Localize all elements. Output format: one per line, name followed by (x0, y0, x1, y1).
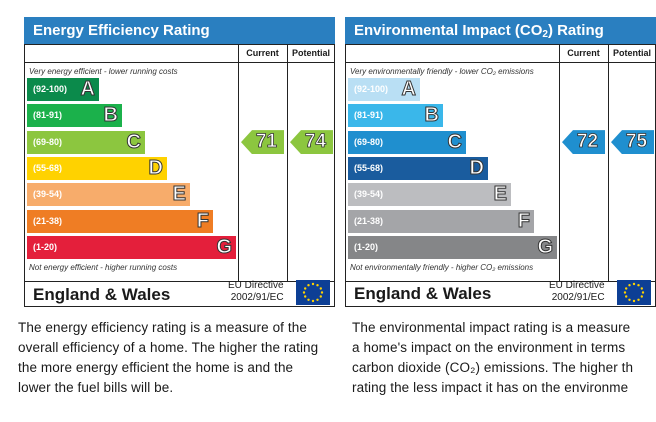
column-divider (559, 44, 560, 281)
header-divider (345, 62, 656, 63)
bottom-caption: Not environmentally friendly - higher CO… (350, 263, 534, 272)
potential-rating-arrow: 74 (290, 130, 333, 155)
rating-band-d: (55-68) D (27, 156, 167, 180)
rating-band-a: (92-100) A (348, 78, 420, 101)
current-column-header: Current (246, 48, 279, 58)
footer-divider (345, 281, 656, 282)
rating-band-c: (69-80) C (27, 130, 145, 154)
band-range-label: (69-80) (33, 136, 63, 147)
eu-directive-line1: EU Directive (549, 280, 605, 291)
description-line: overall efficiency of a home. The higher… (18, 340, 319, 355)
header-divider (24, 62, 335, 63)
band-letter: D (469, 156, 484, 179)
description-line: the more energy efficient the home is an… (18, 360, 294, 375)
band-letter: E (493, 183, 507, 206)
band-letter: B (424, 104, 439, 127)
current-rating-value: 71 (255, 131, 278, 153)
description-line: a home's impact on the environment in te… (352, 340, 626, 355)
band-range-label: (39-54) (354, 189, 384, 200)
band-range-label: (92-100) (33, 84, 68, 94)
environmental-impact-panel: Environmental Impact (CO2) Rating Curren… (345, 17, 656, 307)
band-letter: F (517, 209, 530, 232)
eu-directive-line1: EU Directive (228, 280, 284, 291)
current-rating-value: 72 (576, 131, 599, 153)
rating-band-g: (1-20) G (27, 235, 236, 259)
rating-band-d: (55-68) D (348, 156, 488, 180)
band-range-label: (39-54) (33, 189, 63, 200)
band-range-label: (55-68) (33, 162, 63, 173)
eu-flag-icon (617, 280, 651, 305)
band-letter: F (196, 209, 209, 232)
band-range-label: (21-38) (33, 215, 63, 226)
eu-directive-line2: 2002/91/EC (230, 292, 284, 303)
band-range-label: (21-38) (354, 215, 384, 226)
description-line: The energy efficiency rating is a measur… (18, 320, 307, 335)
eu-flag-icon (296, 280, 330, 305)
current-column-header: Current (567, 48, 600, 58)
potential-rating-value: 74 (304, 131, 327, 153)
potential-rating-value: 75 (625, 131, 648, 153)
energy-efficiency-panel: Energy Efficiency Rating Current Potenti… (24, 17, 335, 307)
top-caption: Very energy efficient - lower running co… (29, 67, 178, 76)
rating-band-a: (92-100) A (27, 78, 99, 101)
chart-title: Environmental Impact (CO2) Rating (345, 17, 656, 44)
region-label: England & Wales (33, 285, 171, 304)
band-range-label: (69-80) (354, 136, 384, 147)
rating-band-e: (39-54) E (348, 183, 511, 207)
rating-band-f: (21-38) F (348, 209, 534, 233)
energy-description: The energy efficiency rating is a measur… (18, 318, 318, 398)
rating-band-f: (21-38) F (27, 209, 213, 233)
current-rating-arrow: 71 (241, 130, 284, 155)
band-letter: D (148, 156, 163, 179)
environment-description: The environmental impact rating is a mea… (352, 318, 656, 398)
bottom-caption: Not energy efficient - higher running co… (29, 263, 178, 272)
band-letter: A (401, 78, 416, 100)
chart-frame (24, 44, 335, 307)
rating-band-g: (1-20) G (348, 235, 557, 259)
band-range-label: (92-100) (354, 84, 389, 94)
top-caption: Very environmentally friendly - lower CO… (350, 67, 534, 76)
band-letter: B (103, 104, 118, 127)
band-letter: A (80, 78, 95, 100)
band-range-label: (81-91) (354, 110, 384, 121)
potential-column-header: Potential (291, 48, 330, 58)
region-label: England & Wales (354, 284, 492, 303)
band-range-label: (81-91) (33, 110, 63, 121)
column-divider (287, 44, 288, 281)
band-range-label: (1-20) (33, 241, 58, 252)
band-range-label: (1-20) (354, 241, 379, 252)
current-rating-arrow: 72 (562, 130, 605, 155)
eu-directive-label: EU Directive 2002/91/EC (549, 280, 605, 304)
rating-band-c: (69-80) C (348, 130, 466, 154)
description-line: carbon dioxide (CO₂) emissions. The high… (352, 360, 634, 375)
footer-divider (24, 281, 335, 282)
band-letter: E (172, 183, 186, 206)
rating-band-e: (39-54) E (27, 183, 190, 207)
eu-directive-line2: 2002/91/EC (551, 292, 605, 303)
rating-band-b: (81-91) B (348, 104, 443, 128)
potential-rating-arrow: 75 (611, 130, 654, 155)
description-line: rating the less impact it has on the env… (352, 380, 629, 395)
band-letter: C (126, 130, 141, 153)
column-divider (608, 44, 609, 281)
band-range-label: (55-68) (354, 162, 384, 173)
potential-column-header: Potential (612, 48, 651, 58)
description-line: The environmental impact rating is a mea… (352, 320, 631, 335)
band-letter: G (216, 235, 233, 258)
band-letter: C (447, 130, 462, 153)
eu-directive-label: EU Directive 2002/91/EC (228, 280, 284, 304)
band-letter: G (537, 235, 554, 258)
description-line: lower the fuel bills will be. (18, 380, 174, 395)
rating-band-b: (81-91) B (27, 104, 122, 128)
chart-title: Energy Efficiency Rating (24, 17, 335, 44)
column-divider (238, 44, 239, 281)
